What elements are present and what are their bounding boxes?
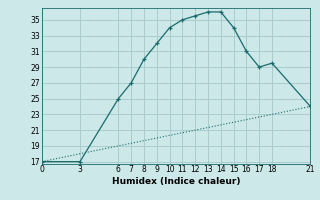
X-axis label: Humidex (Indice chaleur): Humidex (Indice chaleur) <box>112 177 240 186</box>
